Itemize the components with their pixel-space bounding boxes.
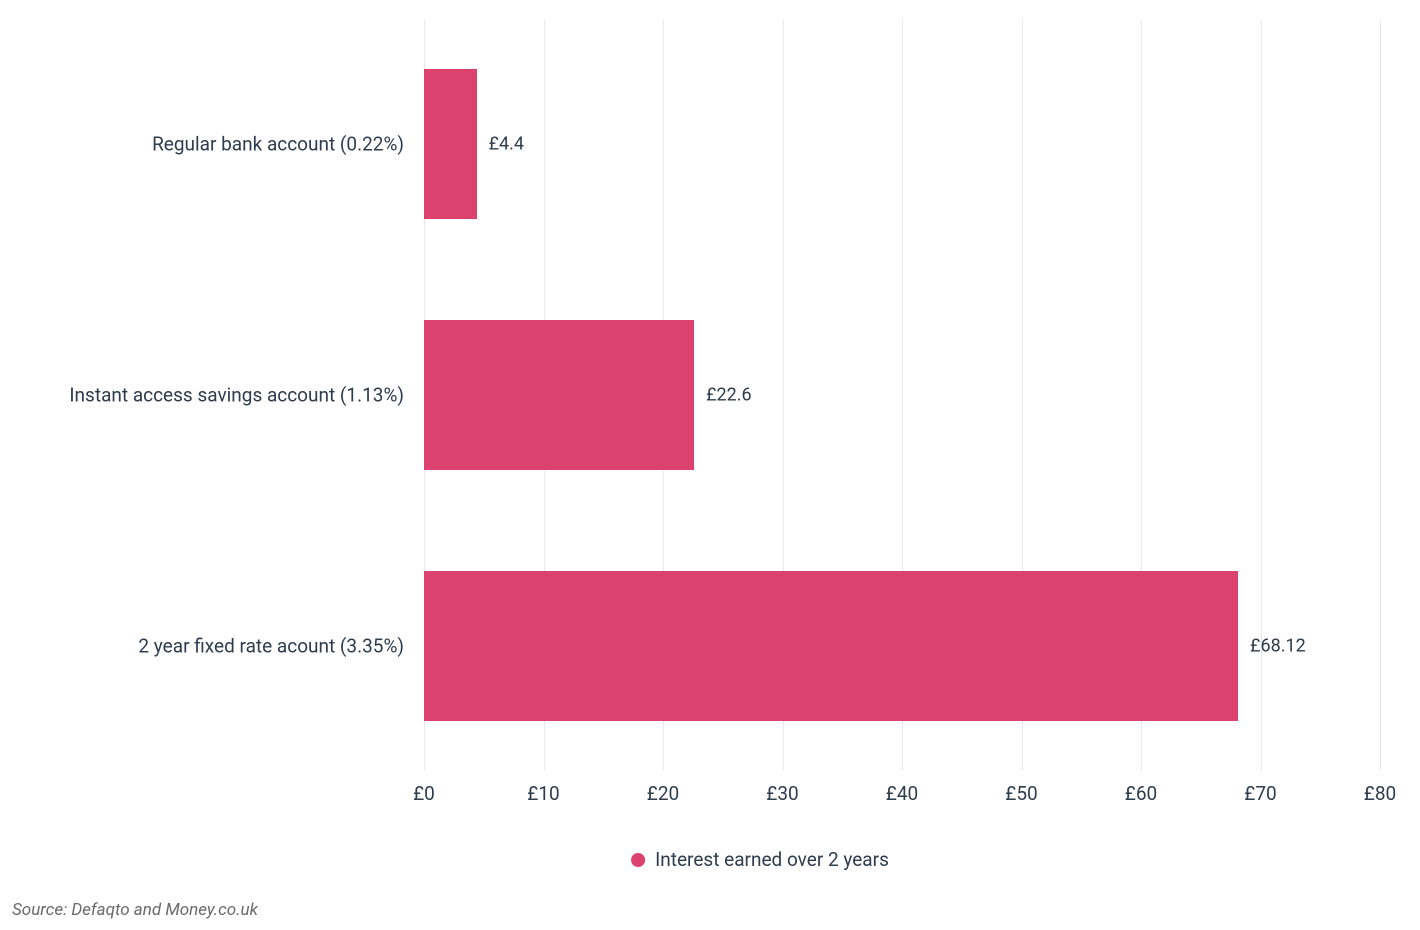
- interest-bar-chart: £0 £10 £20 £30 £40 £50 £60 £70 £80 Regular bank a…: [0, 0, 1420, 930]
- bar-value-label: £22.6: [706, 385, 752, 406]
- source-text: Source: Defaqto and Money.co.uk: [12, 900, 258, 920]
- y-category-label: 2 year fixed rate acount (3.35%): [138, 635, 404, 658]
- legend-label: Interest earned over 2 years: [655, 848, 889, 871]
- legend: Interest earned over 2 years: [631, 848, 889, 871]
- x-tick-label: £50: [1005, 782, 1037, 805]
- x-tick-label: £10: [527, 782, 559, 805]
- bar: [424, 69, 477, 219]
- bar: [424, 571, 1238, 721]
- x-tick-label: £80: [1364, 782, 1396, 805]
- x-tick-label: £70: [1244, 782, 1276, 805]
- x-tick-label: £40: [886, 782, 918, 805]
- x-tick-label: £60: [1125, 782, 1157, 805]
- y-category-label: Instant access savings account (1.13%): [69, 384, 404, 407]
- x-tick-label: £20: [647, 782, 679, 805]
- plot-area: £0£10£20£30£40£50£60£70£80Regular bank a…: [424, 20, 1380, 770]
- legend-swatch: [631, 853, 645, 867]
- gridline: [1380, 20, 1381, 770]
- x-tick-label: £0: [413, 782, 435, 805]
- y-category-label: Regular bank account (0.22%): [152, 132, 404, 155]
- bar-value-label: £4.4: [489, 133, 524, 154]
- bar-value-label: £68.12: [1250, 636, 1306, 657]
- x-tick-label: £30: [766, 782, 798, 805]
- bar: [424, 320, 694, 470]
- gridline: [1261, 20, 1262, 770]
